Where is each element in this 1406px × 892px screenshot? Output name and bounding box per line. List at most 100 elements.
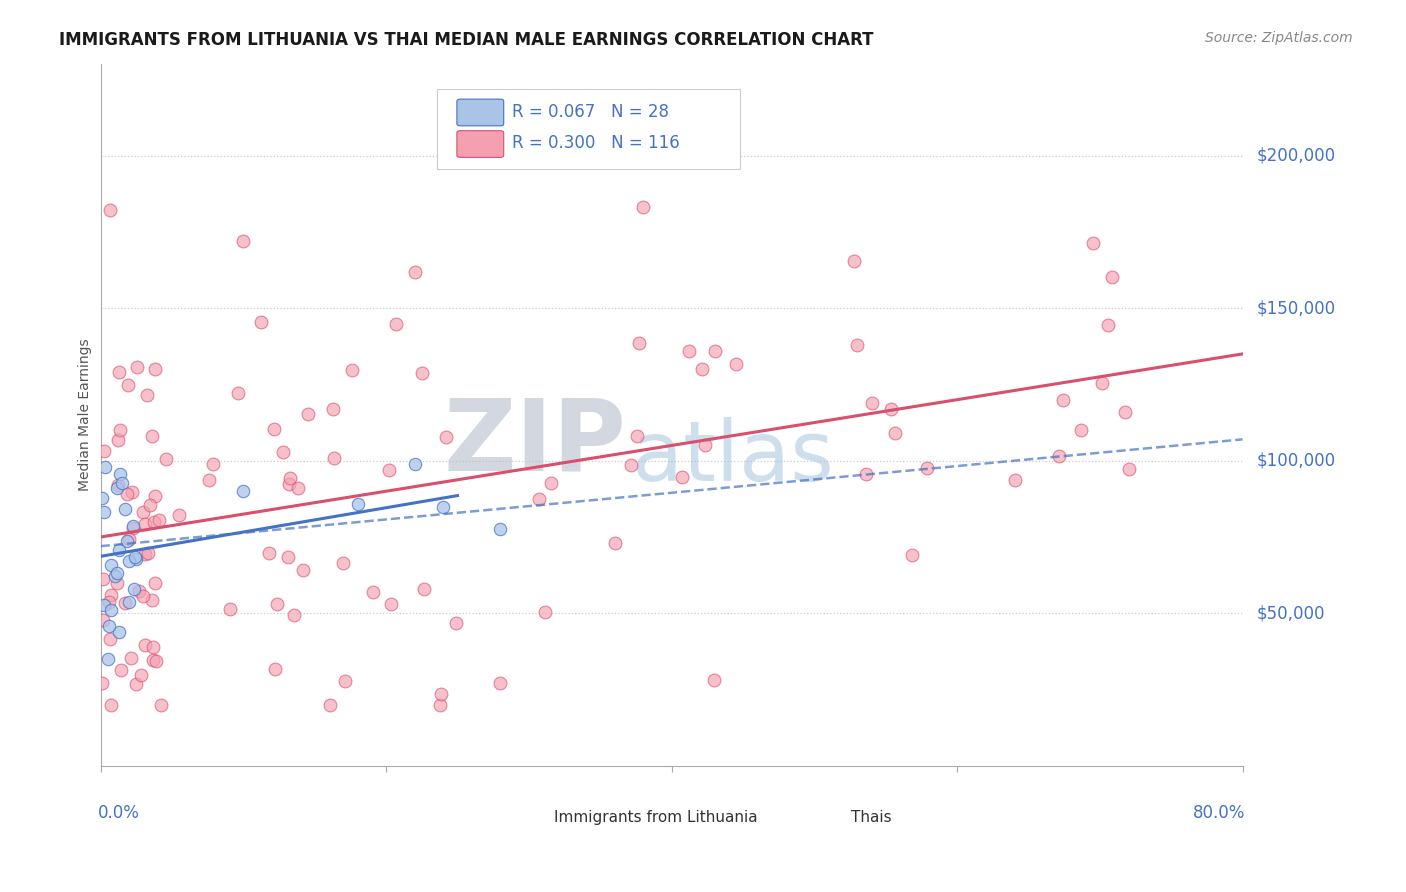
Point: [118, 554, 141, 568]
Point: [108, 543, 131, 558]
Point: [332, 557, 354, 571]
Point: [1097, 318, 1119, 332]
Point: [98, 632, 121, 646]
Point: [117, 595, 139, 609]
Point: [603, 536, 626, 550]
Point: [201, 457, 224, 471]
Point: [143, 575, 166, 590]
Point: [143, 362, 166, 376]
Point: [266, 597, 288, 611]
Point: [149, 698, 172, 712]
Point: [413, 582, 436, 596]
Point: [110, 423, 132, 437]
Point: [434, 429, 457, 443]
Point: [384, 317, 406, 331]
Point: [115, 534, 138, 549]
Point: [134, 516, 156, 531]
Point: [842, 254, 865, 268]
Point: [271, 444, 294, 458]
Point: [380, 597, 402, 611]
Point: [901, 549, 924, 563]
Point: [1070, 423, 1092, 437]
Point: [100, 558, 122, 572]
Point: [105, 576, 128, 591]
Point: [432, 500, 454, 514]
Text: Immigrants from Lithuania: Immigrants from Lithuania: [554, 810, 758, 824]
Point: [100, 698, 122, 712]
Text: Source: ZipAtlas.com: Source: ZipAtlas.com: [1205, 31, 1353, 45]
Point: [257, 546, 280, 560]
Point: [404, 264, 426, 278]
Point: [724, 357, 747, 371]
Point: [167, 508, 190, 522]
Text: $50,000: $50,000: [1257, 604, 1324, 623]
Point: [1047, 450, 1070, 464]
Point: [703, 673, 725, 688]
Point: [142, 653, 165, 667]
Point: [404, 458, 426, 472]
Point: [93, 598, 115, 612]
Point: [136, 388, 159, 402]
Point: [860, 396, 883, 410]
Point: [98, 203, 121, 218]
Point: [100, 588, 122, 602]
Text: Thais: Thais: [851, 810, 891, 824]
Point: [693, 438, 716, 452]
Point: [107, 478, 129, 492]
Point: [692, 362, 714, 376]
FancyBboxPatch shape: [503, 810, 547, 829]
Point: [346, 497, 368, 511]
Point: [540, 475, 562, 490]
Point: [880, 401, 903, 416]
Point: [120, 651, 142, 665]
Point: [430, 687, 453, 701]
Point: [198, 473, 221, 487]
Point: [115, 487, 138, 501]
Point: [148, 513, 170, 527]
Point: [108, 467, 131, 481]
Point: [107, 625, 129, 640]
Point: [134, 638, 156, 652]
Point: [100, 603, 122, 617]
Point: [429, 698, 451, 712]
Text: IMMIGRANTS FROM LITHUANIA VS THAI MEDIAN MALE EARNINGS CORRELATION CHART: IMMIGRANTS FROM LITHUANIA VS THAI MEDIAN…: [59, 31, 873, 49]
Point: [110, 663, 132, 677]
Point: [134, 547, 156, 561]
Point: [226, 385, 249, 400]
Point: [342, 363, 364, 377]
Point: [444, 615, 467, 630]
Text: R = 0.067   N = 28: R = 0.067 N = 28: [512, 103, 669, 120]
Point: [138, 499, 160, 513]
Point: [141, 429, 163, 443]
Point: [671, 470, 693, 484]
Point: [489, 522, 512, 536]
Point: [1114, 405, 1136, 419]
FancyBboxPatch shape: [800, 810, 844, 829]
Text: atlas: atlas: [631, 417, 834, 498]
Point: [107, 433, 129, 447]
Point: [114, 596, 136, 610]
Point: [155, 452, 177, 467]
Point: [136, 546, 159, 560]
Text: $200,000: $200,000: [1257, 146, 1336, 165]
Point: [1101, 270, 1123, 285]
Point: [533, 606, 555, 620]
Point: [125, 359, 148, 374]
Point: [264, 663, 287, 677]
Point: [283, 608, 305, 623]
Point: [143, 515, 166, 529]
Point: [94, 459, 117, 474]
Point: [377, 463, 399, 477]
Point: [411, 366, 433, 380]
Point: [122, 518, 145, 533]
Point: [249, 315, 271, 329]
Point: [855, 467, 877, 481]
Point: [111, 475, 134, 490]
Point: [277, 549, 299, 564]
Point: [1091, 376, 1114, 391]
Point: [620, 458, 643, 473]
Point: [142, 640, 165, 655]
Point: [105, 566, 128, 580]
Y-axis label: Median Male Earnings: Median Male Earnings: [79, 339, 93, 491]
Point: [291, 563, 314, 577]
